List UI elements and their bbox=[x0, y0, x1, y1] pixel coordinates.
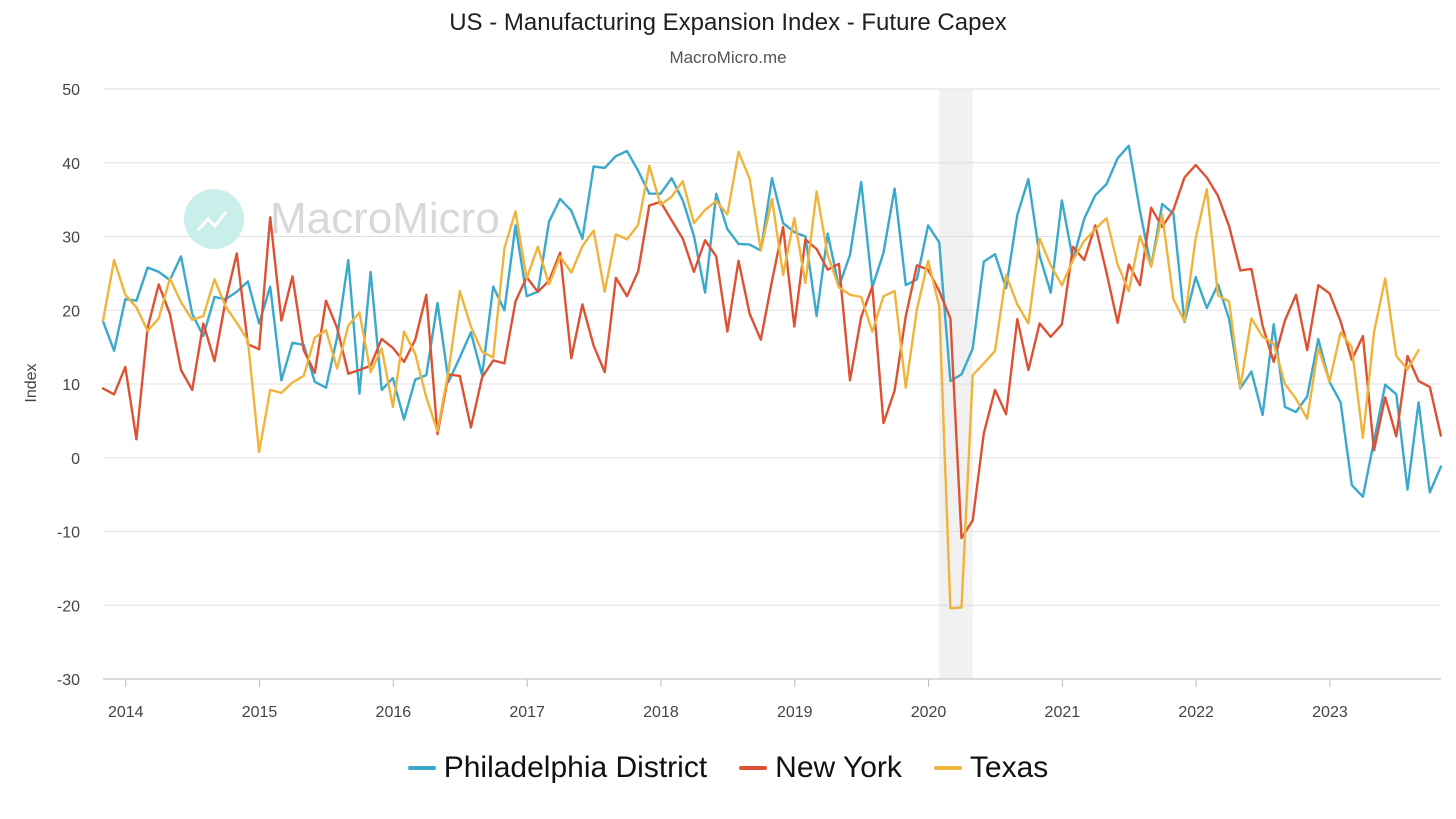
legend-swatch-philadelphia bbox=[407, 766, 436, 770]
x-tick-label: 2021 bbox=[1045, 704, 1081, 721]
y-tick-label: 0 bbox=[71, 451, 80, 468]
x-tick-label: 2018 bbox=[643, 704, 679, 721]
y-tick-label: -30 bbox=[57, 672, 80, 689]
y-tick-label: 10 bbox=[62, 377, 80, 394]
watermark: MacroMicro bbox=[184, 189, 500, 249]
y-tick-label: 40 bbox=[62, 156, 80, 173]
series-line-new-york[interactable] bbox=[101, 163, 1443, 540]
chart-title: US - Manufacturing Expansion Index - Fut… bbox=[449, 9, 1007, 36]
legend-item-texas[interactable]: Texas bbox=[933, 751, 1049, 785]
legend-swatch-new-york bbox=[739, 766, 768, 770]
legend-item-new-york[interactable]: New York bbox=[739, 751, 902, 785]
x-tick-label: 2022 bbox=[1178, 704, 1214, 721]
y-tick-label: 20 bbox=[62, 303, 80, 320]
legend-label-texas: Texas bbox=[969, 751, 1049, 784]
legend: Philadelphia District New York Texas bbox=[0, 751, 1456, 785]
legend-item-philadelphia[interactable]: Philadelphia District bbox=[407, 751, 708, 785]
x-tick-label: 2023 bbox=[1312, 704, 1348, 721]
x-tick-label: 2016 bbox=[376, 704, 412, 721]
watermark-logo-icon bbox=[184, 189, 244, 249]
x-tick-label: 2015 bbox=[242, 704, 278, 721]
y-axis-label: Index bbox=[23, 363, 40, 402]
legend-label-new-york: New York bbox=[775, 751, 902, 784]
x-tick-label: 2014 bbox=[108, 704, 144, 721]
x-tick-label: 2017 bbox=[509, 704, 545, 721]
legend-swatch-texas bbox=[933, 766, 962, 770]
series-line-texas[interactable] bbox=[101, 150, 1420, 610]
y-tick-label: -10 bbox=[57, 525, 80, 542]
x-tick-label: 2019 bbox=[777, 704, 813, 721]
y-tick-label: 30 bbox=[62, 230, 80, 247]
watermark-chart-icon bbox=[196, 211, 228, 232]
watermark-text: MacroMicro bbox=[270, 194, 500, 243]
legend-label-philadelphia: Philadelphia District bbox=[443, 751, 708, 784]
x-tick-label: 2020 bbox=[911, 704, 947, 721]
y-tick-label: 50 bbox=[62, 82, 80, 99]
chart-subtitle: MacroMicro.me bbox=[669, 48, 787, 67]
y-tick-label: -20 bbox=[57, 598, 80, 615]
